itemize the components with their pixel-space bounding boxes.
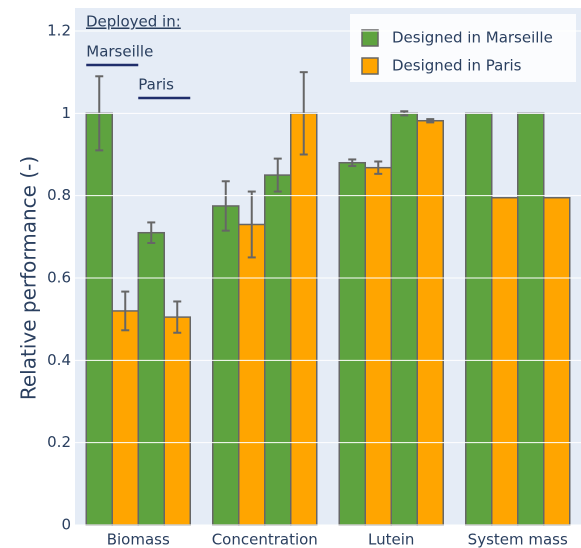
bar <box>364 166 392 526</box>
bar <box>264 174 292 526</box>
legend-swatch <box>361 57 379 75</box>
legend-label: Designed in Marseille <box>392 29 553 47</box>
y-tick-label: 1 <box>61 104 71 122</box>
bar <box>290 112 318 526</box>
bar <box>491 196 519 526</box>
x-tick-label: Biomass <box>107 531 170 548</box>
bar <box>517 112 545 526</box>
bar <box>137 231 165 526</box>
bar <box>212 205 240 526</box>
x-tick-label: Concentration <box>212 531 318 548</box>
y-tick-label: 0.4 <box>47 351 71 369</box>
bar <box>465 112 493 526</box>
deployment-label: Marseille <box>86 43 153 61</box>
bar <box>163 316 191 526</box>
bar <box>238 223 266 526</box>
legend-label: Designed in Paris <box>392 57 522 75</box>
y-tick-label: 0 <box>61 516 71 534</box>
bars <box>85 71 571 526</box>
bar <box>543 196 571 526</box>
y-tick-label: 0.2 <box>47 433 71 451</box>
bar <box>390 112 418 526</box>
x-tick-label: System mass <box>468 531 568 548</box>
legend: Designed in Marseille Designed in Paris <box>350 14 576 82</box>
y-tick-label: 0.8 <box>47 186 71 204</box>
legend-swatch <box>361 29 379 47</box>
bar <box>111 310 139 526</box>
legend-box <box>350 14 576 82</box>
y-tick-label: 1.2 <box>47 22 71 40</box>
bar <box>338 161 366 526</box>
deployment-label: Paris <box>138 76 174 94</box>
bar <box>416 119 444 526</box>
y-axis-title: Relative performance (-) <box>17 156 41 400</box>
x-tick-label: Lutein <box>368 531 414 548</box>
deployed-label: Deployed in: <box>86 13 181 31</box>
y-tick-label: 0.6 <box>47 269 71 287</box>
bar <box>85 112 113 526</box>
